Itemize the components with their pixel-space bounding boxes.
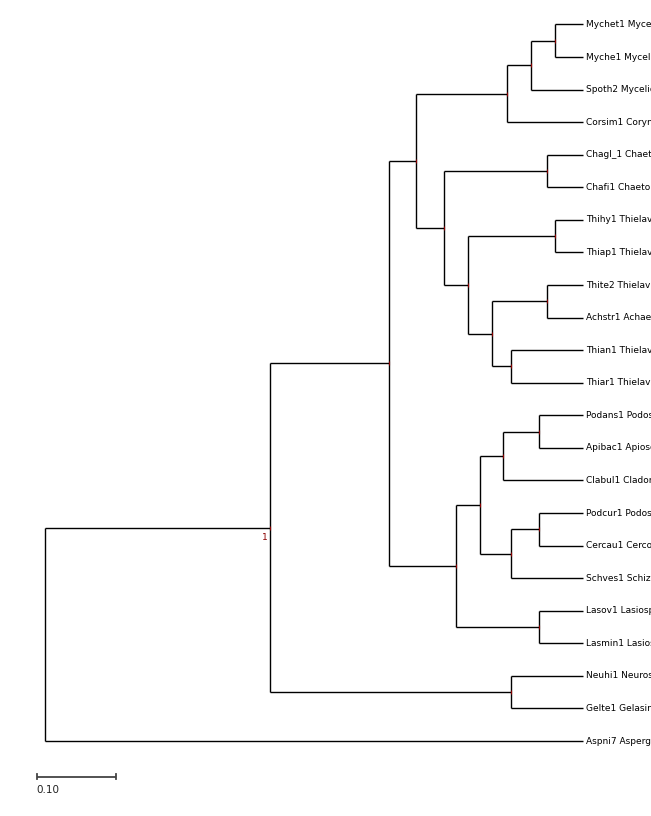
Text: Neuhi1 Neurospora hispaniola FGSC 10403 v1.0: Neuhi1 Neurospora hispaniola FGSC 10403 … <box>586 672 651 681</box>
Text: Chagl_1 Chaetomium globosum v1.0: Chagl_1 Chaetomium globosum v1.0 <box>586 150 651 159</box>
Text: Podans1 Podospora anserina mat+ v1.0: Podans1 Podospora anserina mat+ v1.0 <box>586 410 651 419</box>
Text: 1: 1 <box>262 533 268 542</box>
Text: Clabul1 Cladorrhinum bulbillosum DJ3 v1.0: Clabul1 Cladorrhinum bulbillosum DJ3 v1.… <box>586 476 651 485</box>
Text: Lasmin1 Lasiosphaeria miniovina SMH2392-1A v1.0: Lasmin1 Lasiosphaeria miniovina SMH2392-… <box>586 639 651 648</box>
Text: Spoth2 Myceliophthora thermophila _Sporotrichum thermophile_ v2.0: Spoth2 Myceliophthora thermophila _Sporo… <box>586 85 651 94</box>
Text: Thite2 Thielavia terrestris v2.0: Thite2 Thielavia terrestris v2.0 <box>586 281 651 290</box>
Text: Cercau1 Cercophora caudata CBS 606.72 v1.0: Cercau1 Cercophora caudata CBS 606.72 v1… <box>586 541 651 550</box>
Text: Corsim1 Corynascus similis 72986 v1.0: Corsim1 Corynascus similis 72986 v1.0 <box>586 118 651 126</box>
Text: Gelte1 Gelasinospora tetrasperma v1.0: Gelte1 Gelasinospora tetrasperma v1.0 <box>586 704 651 713</box>
Text: Mychet1 Myceliophthora heterothallica CBS 202.75 v1.0: Mychet1 Myceliophthora heterothallica CB… <box>586 20 651 29</box>
Text: Achstr1 Achaetomium strumarium CBS333.67 v1.0: Achstr1 Achaetomium strumarium CBS333.67… <box>586 313 651 322</box>
Text: Thiar1 Thielavia arenaria CBS 508.74 v1.0: Thiar1 Thielavia arenaria CBS 508.74 v1.… <box>586 379 651 388</box>
Text: Aspni7 Aspergillus niger ATCC 1015 v4.0: Aspni7 Aspergillus niger ATCC 1015 v4.0 <box>586 737 651 746</box>
Text: Chafi1 Chaetomidium fimeti CBS 168.71 v1.0: Chafi1 Chaetomidium fimeti CBS 168.71 v1… <box>586 183 651 192</box>
Text: Thiap1 Thielavia appendiculata CBS 731.68 v1.0: Thiap1 Thielavia appendiculata CBS 731.6… <box>586 248 651 257</box>
Text: Lasov1 Lasiosphaeria ovina CBS 958.72 v1.0: Lasov1 Lasiosphaeria ovina CBS 958.72 v1… <box>586 606 651 615</box>
Text: Podcur1 Podospora curvicolla TEP21a v1.0: Podcur1 Podospora curvicolla TEP21a v1.0 <box>586 508 651 517</box>
Text: Myche1 Myceliophthora heterothallica CBS 203.75 v1.0: Myche1 Myceliophthora heterothallica CBS… <box>586 52 651 61</box>
Text: Apibac1 Apiosordaria backusii CBS 540.89 v1.0: Apibac1 Apiosordaria backusii CBS 540.89… <box>586 443 651 452</box>
Text: Thian1 Thielavia antarctica CBS 123565 v1.0: Thian1 Thielavia antarctica CBS 123565 v… <box>586 346 651 355</box>
Text: 0.10: 0.10 <box>36 785 60 795</box>
Text: Thihy1 Thielavia hyrcaniae CBS 757.83 v1.0: Thihy1 Thielavia hyrcaniae CBS 757.83 v1… <box>586 215 651 224</box>
Text: Schves1 Schizothecium vesticola SMH3187-1 v1.0: Schves1 Schizothecium vesticola SMH3187-… <box>586 574 651 583</box>
